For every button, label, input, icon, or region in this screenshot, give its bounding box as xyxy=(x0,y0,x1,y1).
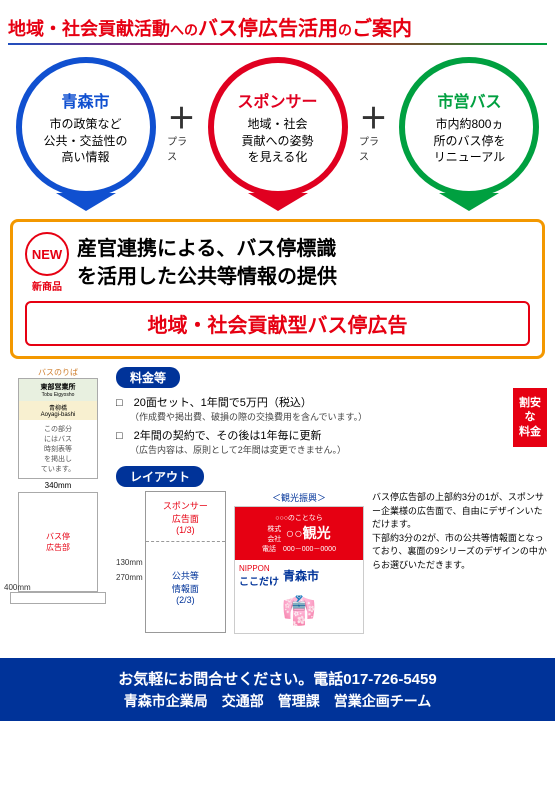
layout-description: バス停広告部の上部約3分の1が、スポンサー企業様の広告面で、自由にデザインいただ… xyxy=(372,491,547,642)
footer-contact: お気軽にお問合せください。電話017-726-5459 xyxy=(4,668,551,689)
circle-body: 市内約800ヵ 所のバス停を リニューアル xyxy=(433,116,505,166)
bus-stop-diagram: バスのりば 東部営業所 Tobu Eigyosho 青柳橋 Aoyagi-bas… xyxy=(8,367,108,642)
plus-icon: ＋プラス xyxy=(359,105,388,163)
arrow-icon xyxy=(439,193,499,211)
arrow-icon xyxy=(56,193,116,211)
circle-head: スポンサー xyxy=(237,88,317,112)
new-badge: NEW 新商品 xyxy=(25,232,69,293)
illustration-icon: 👘 xyxy=(235,592,363,633)
circle-body: 市の政策など 公共・交益性の 高い情報 xyxy=(44,116,128,166)
footer-org: 青森市企業局 交通部 管理課 営業企画チーム xyxy=(4,691,551,711)
circles-row: 青森市 市の政策など 公共・交益性の 高い情報 ＋プラス スポンサー 地域・社会… xyxy=(8,57,547,211)
sub-banner: 地域・社会貢献型バス停広告 xyxy=(25,301,530,346)
circle-body: 地域・社会 貢献への姿勢 を見える化 xyxy=(241,116,313,166)
dimension-h: 400mm xyxy=(4,583,31,592)
details-column: 料金等 □ 20面セット、1年間で5万円（税込）（作成費や掲出費、破損の際の交換… xyxy=(116,367,547,642)
circle-sponsor: スポンサー 地域・社会 貢献への姿勢 を見える化 xyxy=(200,57,355,211)
fee-list: □ 20面セット、1年間で5万円（税込）（作成費や掲出費、破損の際の交換費用を含… xyxy=(116,394,507,460)
lower-section: バスのりば 東部営業所 Tobu Eigyosho 青柳橋 Aoyagi-bas… xyxy=(8,367,547,642)
plus-icon: ＋プラス xyxy=(167,105,196,163)
headline-box: NEW 新商品 産官連携による、バス停標識 を活用した公共等情報の提供 地域・社… xyxy=(10,219,545,359)
layout-heading: レイアウト xyxy=(116,466,204,487)
sample-ad: ＜観光振興＞ ○○○のことなら 株式 会社 ○○観光 電話 000－000－00… xyxy=(234,491,364,642)
page: 地域・社会貢献活動へのバス停広告活用のご案内 青森市 市の政策など 公共・交益性… xyxy=(0,0,555,650)
page-title: 地域・社会貢献活動へのバス停広告活用のご案内 xyxy=(8,12,547,45)
headline-text: 産官連携による、バス停標識 を活用した公共等情報の提供 xyxy=(77,235,337,291)
title-underline xyxy=(8,43,547,45)
arrow-icon xyxy=(248,193,308,211)
circle-bus: 市営バス 市内約800ヵ 所のバス停を リニューアル xyxy=(392,57,547,211)
dimension-w: 340mm xyxy=(18,481,98,490)
circle-head: 市営バス xyxy=(437,88,501,112)
layout-diagram: 130mm スポンサー 広告面 (1/3) 公共等 情報面 (2/3) 270m… xyxy=(116,491,226,642)
discount-badge: 割安 な 料金 xyxy=(513,388,547,447)
footer: お気軽にお問合せください。電話017-726-5459 青森市企業局 交通部 管… xyxy=(0,658,555,721)
circle-head: 青森市 xyxy=(62,88,110,112)
circle-aomori: 青森市 市の政策など 公共・交益性の 高い情報 xyxy=(8,57,163,211)
fee-heading: 料金等 xyxy=(116,367,180,388)
